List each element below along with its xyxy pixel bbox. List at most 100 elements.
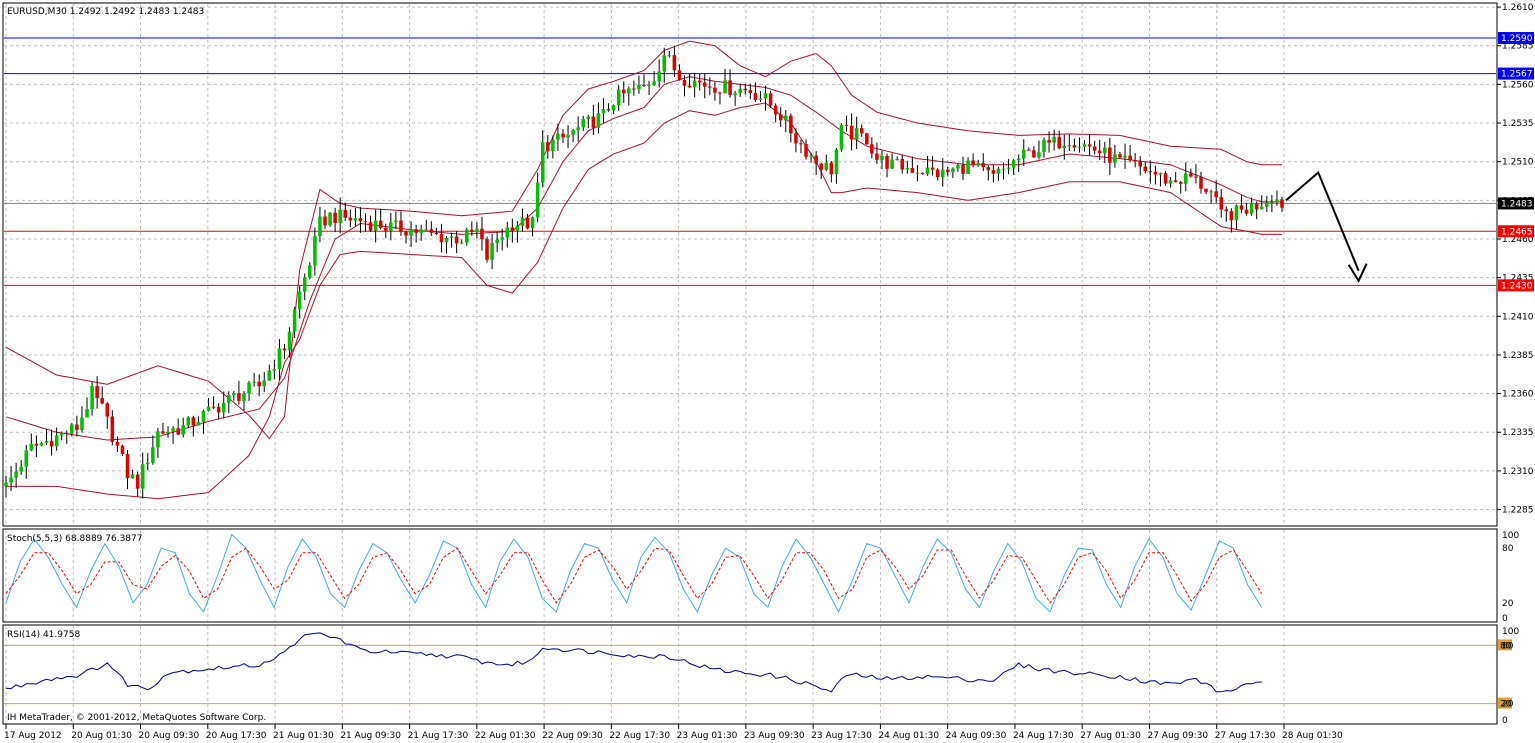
bear-candle-body: [1143, 166, 1148, 172]
candlestick: [637, 75, 641, 94]
bear-candle-body: [981, 163, 986, 168]
bear-candle-body: [1092, 146, 1097, 151]
candlestick: [333, 207, 337, 233]
bull-candle-body: [951, 168, 955, 173]
current-price-badge: [1498, 197, 1534, 210]
candlestick: [1239, 195, 1244, 214]
time-tick-label: 22 Aug 17:30: [609, 731, 670, 741]
candlestick: [692, 72, 697, 98]
bull-candle-body: [44, 440, 49, 444]
bear-candle-body: [1239, 205, 1244, 210]
time-tick-label: 20 Aug 17:30: [206, 731, 267, 741]
candlestick: [1280, 196, 1284, 212]
bear-candle-body: [1072, 145, 1077, 148]
candlestick: [743, 83, 748, 95]
bear-candle-body: [510, 227, 515, 231]
bear-candle-body: [95, 386, 99, 399]
bull-candle-body: [252, 381, 256, 383]
forecast-arrow-head: [1347, 263, 1368, 283]
bear-candle-body: [930, 167, 935, 170]
stochastic-tick-label: 100: [1502, 531, 1519, 541]
candlestick: [976, 159, 980, 167]
bear-candle-body: [718, 92, 722, 94]
candlestick: [368, 215, 373, 232]
candlestick: [383, 223, 388, 239]
candlestick: [257, 374, 261, 397]
candlestick: [1265, 195, 1269, 213]
candlestick: [1113, 144, 1117, 168]
support-level-badge: [1498, 279, 1534, 292]
bull-candle-body: [1275, 199, 1279, 203]
rsi-pane-frame: [2, 624, 1498, 725]
bear-candle-body: [191, 417, 196, 426]
candlestick: [64, 430, 69, 444]
candlestick: [1082, 140, 1087, 152]
candlestick: [971, 153, 975, 168]
bear-candle-body: [1254, 203, 1259, 210]
bull-candle-body: [267, 370, 272, 381]
candlestick: [621, 81, 626, 103]
bear-candle-body: [470, 229, 474, 233]
bear-candle-body: [454, 236, 459, 244]
bull-candle-body: [1001, 168, 1006, 170]
candlestick: [14, 462, 18, 489]
bear-candle-body: [743, 88, 748, 91]
candlestick: [591, 104, 596, 135]
candlestick: [773, 103, 778, 123]
price-tick-label: 1.2535: [1502, 119, 1534, 129]
candlestick: [839, 123, 844, 152]
candlestick: [399, 211, 403, 236]
bear-candle-body: [1229, 211, 1234, 221]
bear-candle-body: [865, 133, 869, 145]
time-tick-label: 21 Aug 09:30: [340, 731, 401, 741]
candlestick: [1244, 202, 1249, 216]
bull-candle-body: [394, 220, 398, 223]
resistance-level-badge: [1498, 67, 1534, 80]
candlestick: [115, 436, 120, 452]
bear-candle-body: [282, 348, 287, 351]
candlestick: [859, 124, 864, 137]
candlestick: [1209, 189, 1213, 204]
candlestick: [520, 208, 525, 232]
bull-candle-body: [637, 85, 641, 89]
bear-candle-body: [794, 133, 798, 144]
candlestick: [824, 154, 829, 172]
candlestick: [799, 139, 803, 154]
candlestick: [718, 91, 722, 105]
candlestick: [1057, 130, 1061, 150]
bear-candle-body: [1138, 161, 1142, 167]
candlestick: [1163, 170, 1168, 186]
candlestick: [925, 155, 930, 176]
candlestick: [196, 416, 201, 426]
bull-candle-body: [1067, 145, 1072, 147]
candlestick: [875, 142, 879, 164]
bollinger-lower-band: [6, 102, 1282, 500]
candlestick: [1178, 181, 1183, 194]
bull-candle-body: [247, 382, 251, 394]
bull-candle-body: [551, 139, 555, 151]
bear-candle-body: [434, 232, 439, 235]
bear-candle-body: [439, 234, 444, 243]
candlestick: [956, 163, 960, 172]
bear-candle-body: [632, 88, 636, 90]
candlestick: [880, 150, 884, 170]
bull-candle-body: [186, 417, 191, 426]
bear-candle-body: [713, 87, 717, 93]
candlestick: [996, 166, 1001, 181]
bear-candle-body: [368, 222, 373, 231]
bull-candle-body: [571, 130, 575, 135]
bear-candle-body: [485, 239, 489, 260]
bull-candle-body: [59, 432, 64, 436]
candlestick: [1052, 129, 1056, 151]
bull-candle-body: [738, 88, 742, 94]
bear-candle-body: [961, 165, 965, 174]
bull-candle-body: [1082, 144, 1087, 147]
candlestick: [652, 71, 656, 86]
bull-candle-body: [146, 462, 150, 465]
support-level-label: 1.2465: [1501, 227, 1533, 237]
candlestick: [1224, 206, 1229, 222]
bollinger-upper-band: [5, 40, 1282, 440]
price-tick-label: 1.2285: [1502, 506, 1534, 516]
bear-candle-body: [49, 440, 54, 447]
bear-candle-body: [748, 90, 753, 94]
